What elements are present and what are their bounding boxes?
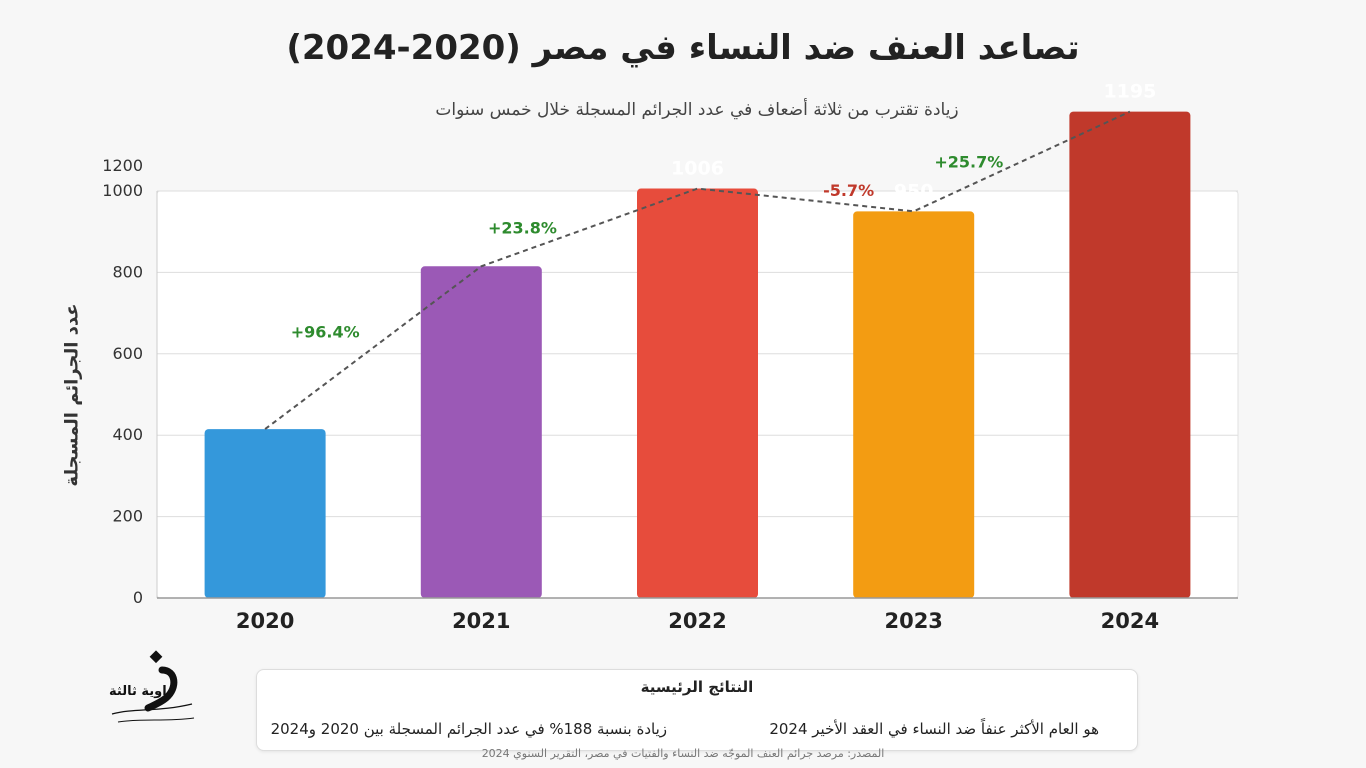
logo-mark-icon [111,650,195,723]
y-tick-label: 400 [112,425,143,444]
x-tick-label: 2023 [884,609,942,633]
bar-chart: 0 200 400 600 800 1000 1200 2020 2021 2022 1006 202… [102,81,1239,633]
logo-text: زاوية ثالثة [109,684,175,699]
y-tick-label: 1000 [102,181,143,200]
y-tick-label: 800 [112,262,143,281]
x-tick-label: 2020 [236,609,294,633]
x-tick-label: 2021 [452,609,510,633]
chart-subtitle: زيادة تقترب من ثلاثة أضعاف في عدد الجرائ… [435,100,959,120]
finding-item: هو العام الأكثر عنفاً ضد النساء في العقد… [769,720,1099,738]
change-label: +25.7% [934,152,1003,171]
trend-line [264,110,1131,430]
data-label: 1195 [1103,81,1156,103]
change-label: +96.4% [291,323,360,342]
logo: زاوية ثالثة [104,648,204,730]
source-note: المصدر: مرصد جرائم العنف الموجّه ضد النس… [481,747,885,760]
finding-item: زيادة بنسبة 188% في عدد الجرائم المسجلة … [270,720,667,738]
x-tick-label: 2022 [668,609,726,633]
bar [637,188,758,599]
bar [420,266,542,598]
bar [204,429,326,598]
data-label: 950 [894,180,934,202]
key-findings-title: النتائج الرئيسية [640,678,754,696]
x-tick-label: 2024 [1101,609,1159,633]
y-tick-label: 200 [112,507,143,526]
bar [1069,111,1191,598]
y-axis-label: عدد الجرائم المسجلة [61,303,83,487]
data-label: 1006 [671,158,724,180]
y-tick-label: 1200 [102,156,143,175]
y-tick-label: 0 [133,588,143,607]
key-findings-panel: النتائج الرئيسية هو العام الأكثر عنفاً ض… [256,669,1138,751]
chart-title: تصاعد العنف ضد النساء في مصر (2020-2024) [286,28,1080,68]
change-label: -5.7% [823,181,874,200]
change-label: +23.8% [488,218,557,237]
bar [853,211,975,598]
y-tick-label: 600 [112,344,143,363]
